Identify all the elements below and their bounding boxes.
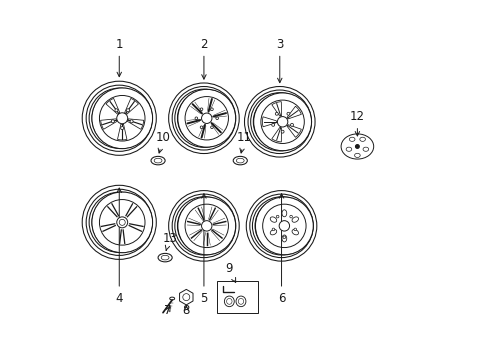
Circle shape xyxy=(290,123,293,126)
Circle shape xyxy=(271,123,274,126)
Ellipse shape xyxy=(282,210,286,217)
Circle shape xyxy=(289,215,292,218)
Circle shape xyxy=(355,145,359,148)
Circle shape xyxy=(272,228,274,231)
Text: 12: 12 xyxy=(349,110,364,136)
Circle shape xyxy=(286,112,289,115)
Ellipse shape xyxy=(236,296,245,307)
Circle shape xyxy=(200,108,203,111)
Ellipse shape xyxy=(291,229,298,235)
Ellipse shape xyxy=(359,137,365,141)
Circle shape xyxy=(201,113,211,123)
Circle shape xyxy=(183,294,189,301)
Text: 3: 3 xyxy=(276,38,283,83)
Circle shape xyxy=(92,88,152,148)
Circle shape xyxy=(276,215,278,218)
Circle shape xyxy=(200,126,203,129)
Ellipse shape xyxy=(354,153,360,157)
Circle shape xyxy=(215,117,218,120)
Text: 2: 2 xyxy=(200,38,207,79)
Circle shape xyxy=(178,90,235,147)
Circle shape xyxy=(281,130,284,133)
Circle shape xyxy=(210,108,213,111)
Circle shape xyxy=(126,109,129,112)
Ellipse shape xyxy=(346,147,351,151)
Text: 4: 4 xyxy=(115,188,123,305)
Ellipse shape xyxy=(291,217,298,222)
Text: 10: 10 xyxy=(156,131,170,153)
Bar xyxy=(217,281,257,312)
Text: 8: 8 xyxy=(182,304,189,317)
Circle shape xyxy=(279,221,289,231)
Ellipse shape xyxy=(151,156,165,165)
Circle shape xyxy=(275,112,278,115)
Text: 1: 1 xyxy=(115,38,123,77)
Ellipse shape xyxy=(341,134,373,159)
Circle shape xyxy=(283,236,285,239)
Circle shape xyxy=(255,197,312,255)
Text: 5: 5 xyxy=(200,194,207,305)
Circle shape xyxy=(115,109,118,112)
Circle shape xyxy=(130,120,133,123)
Circle shape xyxy=(178,197,235,255)
Circle shape xyxy=(210,126,213,129)
Ellipse shape xyxy=(282,235,286,242)
Ellipse shape xyxy=(224,296,234,307)
Ellipse shape xyxy=(158,253,172,262)
Ellipse shape xyxy=(233,156,247,165)
Text: 7: 7 xyxy=(164,304,171,317)
Circle shape xyxy=(201,221,211,231)
Text: 6: 6 xyxy=(277,194,285,305)
Polygon shape xyxy=(179,289,193,305)
Ellipse shape xyxy=(270,229,276,235)
Circle shape xyxy=(253,93,310,150)
Circle shape xyxy=(111,120,114,123)
Circle shape xyxy=(195,117,197,120)
Text: 11: 11 xyxy=(237,131,251,153)
Ellipse shape xyxy=(362,147,368,151)
Circle shape xyxy=(293,228,296,231)
Ellipse shape xyxy=(348,137,354,141)
Text: 9: 9 xyxy=(224,262,235,282)
Circle shape xyxy=(121,127,123,130)
Ellipse shape xyxy=(270,217,276,222)
Circle shape xyxy=(277,117,287,127)
Circle shape xyxy=(119,219,125,225)
Circle shape xyxy=(117,217,127,228)
Circle shape xyxy=(117,113,127,124)
Circle shape xyxy=(92,192,152,252)
Ellipse shape xyxy=(169,297,174,300)
Text: 13: 13 xyxy=(162,232,177,250)
